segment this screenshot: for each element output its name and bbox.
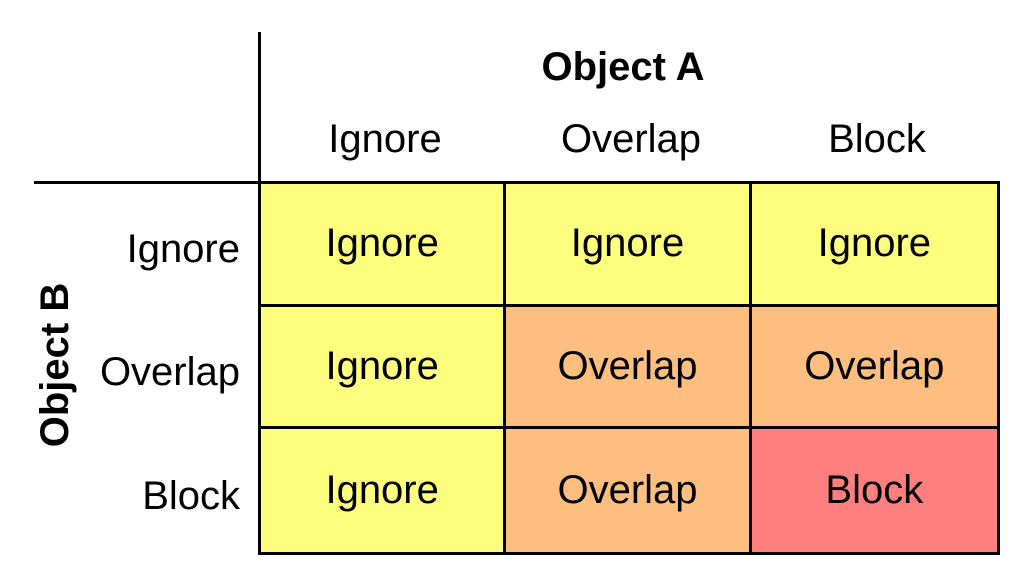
row-header-overlap: Overlap <box>99 350 240 394</box>
matrix-cell: Ignore <box>261 429 507 552</box>
interaction-matrix: Ignore Ignore Ignore Ignore Overlap Over… <box>258 181 1000 555</box>
horizontal-axis-line <box>34 181 261 184</box>
vertical-axis-line <box>258 32 261 184</box>
matrix-cell: Ignore <box>506 184 752 307</box>
matrix-cell: Ignore <box>261 184 507 307</box>
matrix-cell: Overlap <box>506 306 752 430</box>
matrix-cell: Overlap <box>506 429 752 552</box>
matrix-cell: Overlap <box>751 306 997 430</box>
row-header-block: Block <box>142 474 240 518</box>
column-header-block: Block <box>828 117 926 161</box>
matrix-cell: Ignore <box>751 184 997 307</box>
object-a-title: Object A <box>541 45 705 89</box>
matrix-cell: Block <box>751 429 997 552</box>
matrix-cell: Ignore <box>261 306 507 430</box>
column-header-ignore: Ignore <box>328 117 442 161</box>
column-header-overlap: Overlap <box>560 117 702 161</box>
row-header-ignore: Ignore <box>126 227 240 271</box>
